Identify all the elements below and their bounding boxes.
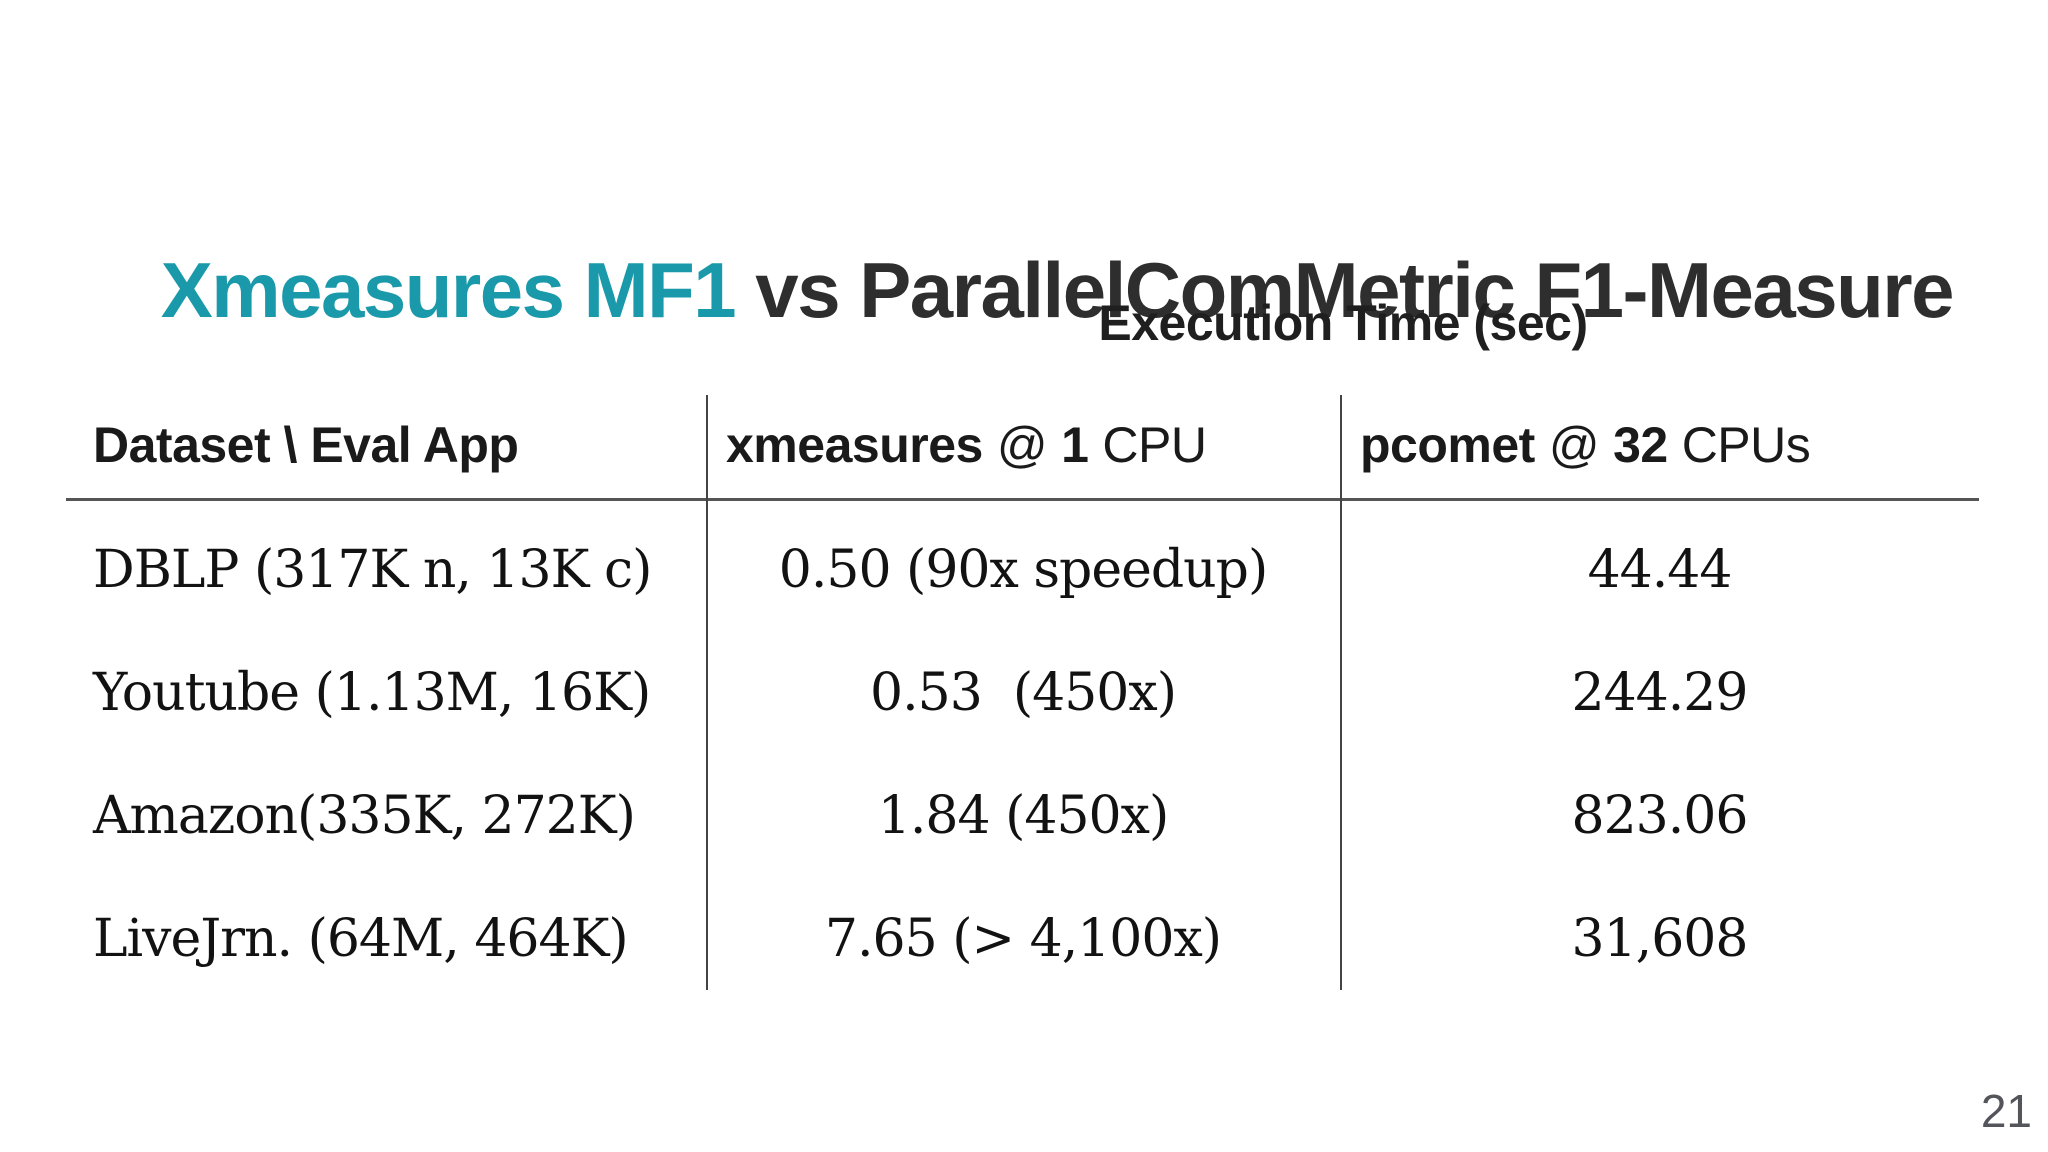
pcomet-time-cell: 823.06: [1571, 785, 1749, 846]
pcomet-cpu-count: 32: [1613, 417, 1668, 473]
column-divider-left: [706, 395, 708, 990]
dataset-cell: DBLP (317K n, 13K c): [93, 539, 652, 600]
table-body: DBLP (317K n, 13K c) 0.50 (90x speedup) …: [66, 500, 1979, 1000]
title-rest: vs ParallelComMetric F1-Measure: [735, 245, 1954, 334]
execution-time-group-header: Execution Time (sec): [1098, 295, 1588, 351]
xmeasures-app-name: xmeasures: [726, 417, 983, 473]
dataset-cell: Youtube (1.13M, 16K): [93, 662, 651, 723]
pcomet-time-cell: 44.44: [1587, 539, 1733, 600]
pcomet-app-name: pcomet: [1360, 417, 1535, 473]
dataset-header-label: Dataset \ Eval App: [93, 417, 519, 473]
column-divider-right: [1340, 395, 1342, 990]
xmeasures-time-cell: 1.84 (450x): [877, 785, 1169, 846]
slide-title: Xmeasures MF1 vs ParallelComMetric F1-Me…: [80, 156, 1955, 425]
pcomet-time-cell: 31,608: [1571, 908, 1749, 969]
xmeasures-at-sign: @: [996, 417, 1048, 473]
xmeasures-time-cell: 0.50 (90x speedup): [778, 539, 1269, 600]
dataset-cell: Amazon(335K, 272K): [93, 785, 636, 846]
xmeasures-time-cell: 7.65 (> 4,100x): [824, 908, 1222, 969]
pcomet-at-sign: @: [1548, 417, 1600, 473]
pcomet-cpu-unit: CPUs: [1681, 417, 1811, 473]
column-header-pcomet: pcomet @ 32 CPUs: [1360, 416, 1811, 474]
title-highlight: Xmeasures MF1: [160, 245, 737, 334]
xmeasures-cpu-count: 1: [1061, 417, 1089, 473]
header-rule: [66, 498, 1979, 501]
xmeasures-time-cell: 0.53 (450x): [870, 662, 1177, 723]
page-number: 21: [1980, 1085, 2032, 1137]
pcomet-time-cell: 244.29: [1571, 662, 1749, 723]
column-header-xmeasures: xmeasures @ 1 CPU: [726, 416, 1207, 474]
column-header-dataset: Dataset \ Eval App: [93, 416, 519, 474]
dataset-cell: LiveJrn. (64M, 464K): [93, 908, 629, 969]
xmeasures-cpu-unit: CPU: [1102, 417, 1207, 473]
